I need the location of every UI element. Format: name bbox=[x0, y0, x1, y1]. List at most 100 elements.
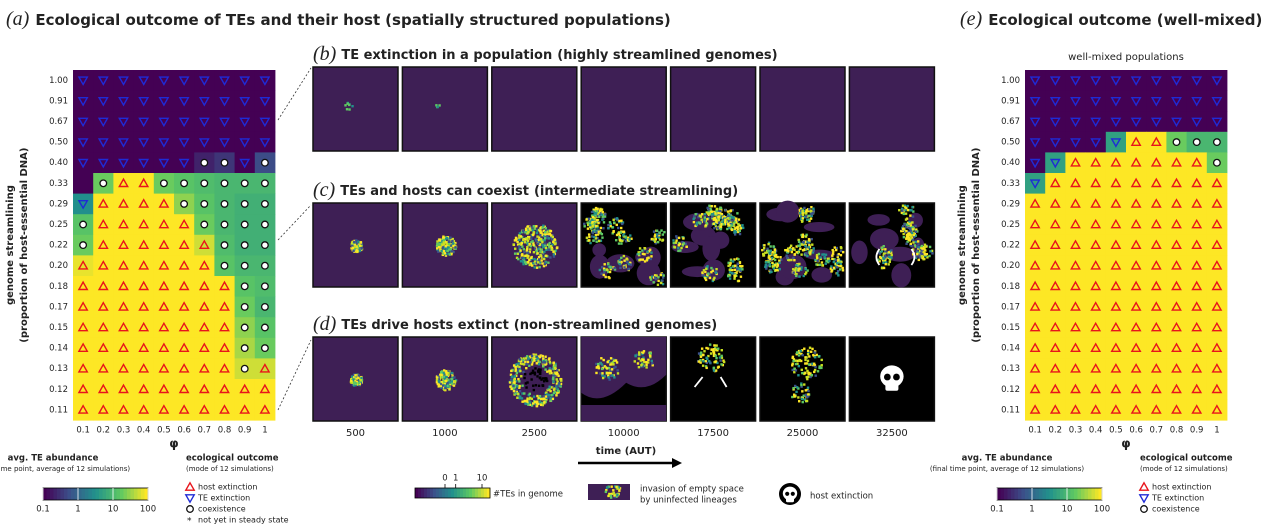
y-tick-label: 0.50 bbox=[49, 138, 68, 148]
cell-cluster bbox=[512, 243, 514, 245]
cell-cluster bbox=[835, 249, 837, 251]
cell-cluster bbox=[804, 245, 806, 247]
purple-patch bbox=[891, 263, 911, 287]
panel-title: (d)TEs drive hosts extinct(non-streamlin… bbox=[313, 313, 717, 335]
cell-cluster bbox=[540, 248, 542, 250]
cell-cluster bbox=[529, 401, 531, 403]
cell-cluster bbox=[517, 258, 519, 260]
cell-cluster bbox=[548, 248, 550, 250]
heat-cell bbox=[1146, 255, 1167, 276]
heat-cell bbox=[1106, 173, 1127, 194]
cell-cluster bbox=[812, 207, 814, 209]
cell-cluster bbox=[726, 228, 728, 230]
colorbar-step bbox=[1074, 488, 1078, 500]
heat-cell bbox=[214, 317, 235, 338]
cell-cluster bbox=[704, 216, 706, 218]
cell-cluster bbox=[675, 239, 677, 241]
heat-cell bbox=[134, 91, 155, 112]
cell-cluster bbox=[730, 259, 732, 261]
cell-cluster bbox=[678, 244, 680, 246]
heat-cell bbox=[194, 70, 215, 91]
coexistence-symbol bbox=[241, 283, 248, 290]
cell-cluster bbox=[643, 253, 645, 255]
cell-cluster bbox=[619, 267, 621, 269]
heat-cell bbox=[194, 358, 215, 379]
cell-cluster bbox=[831, 255, 833, 257]
coexistence-symbol bbox=[241, 180, 248, 187]
heat-cell bbox=[1126, 400, 1147, 421]
cell-cluster bbox=[718, 353, 720, 355]
snapshot bbox=[849, 67, 934, 151]
cell-cluster bbox=[929, 250, 931, 252]
cell-cluster bbox=[513, 387, 515, 389]
cell-cluster bbox=[606, 361, 608, 363]
heat-cell bbox=[1166, 70, 1187, 91]
cell-cluster bbox=[810, 238, 812, 240]
cell-cluster bbox=[539, 401, 541, 403]
y-tick-label: 0.50 bbox=[1001, 138, 1020, 148]
cell-cluster bbox=[354, 246, 356, 248]
cell-cluster bbox=[797, 396, 799, 398]
heat-cell bbox=[1106, 379, 1127, 400]
heat-cell bbox=[174, 111, 195, 132]
cell-cluster bbox=[537, 243, 539, 245]
cell-cluster bbox=[836, 272, 838, 274]
cell-cluster bbox=[601, 216, 603, 218]
cell-cluster bbox=[619, 259, 621, 261]
colorbar-step bbox=[463, 488, 466, 498]
cell-cluster bbox=[588, 239, 590, 241]
heat-cell bbox=[1166, 235, 1187, 256]
heat-cell bbox=[134, 255, 155, 276]
time-label: 2500 bbox=[522, 428, 547, 439]
snapshot bbox=[849, 203, 934, 287]
heat-cell bbox=[1065, 111, 1086, 132]
cell-cluster bbox=[634, 360, 636, 362]
colorbar-step bbox=[71, 488, 75, 500]
cell-cluster bbox=[533, 227, 535, 229]
y-tick-label: 0.22 bbox=[1001, 241, 1020, 251]
cell-cluster bbox=[812, 212, 814, 214]
purple-patch bbox=[637, 261, 661, 285]
cell-cluster bbox=[616, 217, 618, 219]
cell-cluster bbox=[683, 242, 685, 244]
heat-cell bbox=[1207, 173, 1228, 194]
coexistence-symbol bbox=[201, 180, 208, 187]
cell-cluster bbox=[445, 371, 447, 373]
cell-cluster bbox=[536, 395, 538, 397]
cell-cluster bbox=[515, 388, 517, 390]
cell-cluster bbox=[837, 274, 839, 276]
cell-cluster bbox=[533, 258, 535, 260]
colorbar-step bbox=[484, 488, 487, 498]
cell-cluster bbox=[840, 254, 842, 256]
cell-cluster bbox=[519, 358, 521, 360]
heat-cell bbox=[1166, 317, 1187, 338]
heat-cell bbox=[1207, 91, 1228, 112]
cell-cluster bbox=[796, 351, 798, 353]
cell-cluster bbox=[523, 377, 525, 379]
cell-cluster bbox=[921, 255, 923, 257]
heat-cell bbox=[174, 235, 195, 256]
cell-cluster bbox=[544, 368, 546, 370]
cell-cluster bbox=[521, 245, 523, 247]
heat-cell bbox=[1106, 70, 1127, 91]
cell-cluster bbox=[704, 277, 706, 279]
cell-cluster bbox=[650, 352, 652, 354]
cell-cluster bbox=[443, 250, 445, 252]
heat-cell bbox=[1086, 379, 1107, 400]
heat-cell bbox=[134, 214, 155, 235]
title-paren: (non-streamlined genomes) bbox=[514, 318, 717, 333]
coexistence-symbol bbox=[241, 365, 248, 372]
cell-cluster bbox=[553, 255, 555, 257]
cell-cluster bbox=[619, 239, 621, 241]
cell-cluster bbox=[693, 215, 695, 217]
cell-cluster bbox=[592, 216, 594, 218]
heat-cell bbox=[1045, 297, 1066, 318]
heat-cell bbox=[1126, 111, 1147, 132]
cell-cluster bbox=[521, 257, 523, 259]
cell-cluster bbox=[821, 264, 823, 266]
cell-cluster bbox=[779, 268, 781, 270]
cell-cluster bbox=[706, 218, 708, 220]
cell-cluster bbox=[614, 366, 616, 368]
cell-cluster bbox=[720, 363, 722, 365]
cell-cluster bbox=[696, 223, 698, 225]
